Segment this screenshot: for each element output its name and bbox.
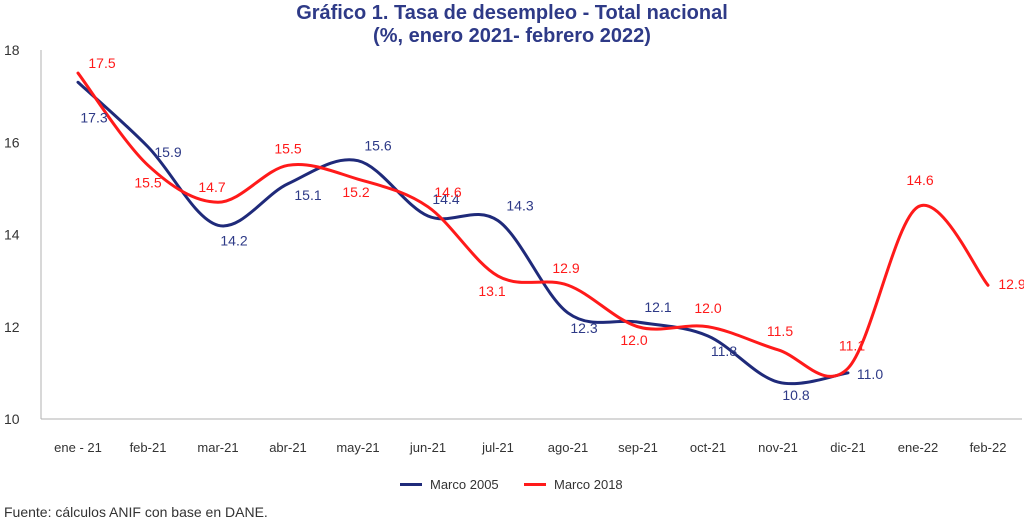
source-note: Fuente: cálculos ANIF con base en DANE. xyxy=(4,504,268,520)
data-label: 13.1 xyxy=(478,283,505,299)
x-tick-label: nov-21 xyxy=(758,440,798,455)
data-label: 15.5 xyxy=(274,140,301,156)
data-label: 17.5 xyxy=(88,55,115,71)
data-label: 11.1 xyxy=(839,337,865,353)
y-tick-labels: 10 12 14 16 18 xyxy=(4,42,20,427)
series-line-marco-2018 xyxy=(76,71,990,378)
data-label: 12.9 xyxy=(998,276,1024,292)
data-label: 10.8 xyxy=(782,387,809,403)
x-tick-label: jul-21 xyxy=(481,440,514,455)
x-tick-label: sep-21 xyxy=(618,440,658,455)
data-label: 11.5 xyxy=(767,323,793,339)
x-tick-label: ene-22 xyxy=(898,440,938,455)
data-label: 12.9 xyxy=(552,260,579,276)
y-tick-label: 16 xyxy=(4,134,20,150)
data-label: 15.9 xyxy=(154,144,181,160)
x-tick-label: feb-21 xyxy=(130,440,167,455)
data-label: 14.4 xyxy=(432,191,459,207)
legend-swatch-marco-2018 xyxy=(524,483,546,486)
data-label: 14.7 xyxy=(198,179,225,195)
x-tick-label: ene - 21 xyxy=(54,440,102,455)
data-label: 15.6 xyxy=(364,138,391,154)
data-label: 15.1 xyxy=(294,187,321,203)
data-label: 14.6 xyxy=(434,184,461,200)
data-label: 14.3 xyxy=(506,198,533,214)
data-label: 12.0 xyxy=(694,300,721,316)
y-tick-label: 10 xyxy=(4,411,20,427)
x-tick-label: feb-22 xyxy=(970,440,1007,455)
x-tick-label: dic-21 xyxy=(830,440,865,455)
data-label: 12.3 xyxy=(570,320,597,336)
y-tick-label: 14 xyxy=(4,227,20,243)
x-tick-label: abr-21 xyxy=(269,440,307,455)
x-tick-label: jun-21 xyxy=(409,440,446,455)
data-label: 17.3 xyxy=(80,109,107,125)
data-label: 12.1 xyxy=(644,299,671,315)
x-tick-labels: ene - 21 feb-21 mar-21 abr-21 may-21 jun-21 ju… xyxy=(54,440,1006,455)
data-label: 15.5 xyxy=(134,174,161,190)
data-label: 11.0 xyxy=(857,366,883,382)
x-tick-label: oct-21 xyxy=(690,440,726,455)
series-group xyxy=(76,71,990,386)
x-tick-label: mar-21 xyxy=(197,440,238,455)
x-tick-label: may-21 xyxy=(336,440,379,455)
y-tick-label: 12 xyxy=(4,319,20,335)
series-line-marco-2005 xyxy=(76,80,850,386)
data-label: 15.2 xyxy=(342,184,369,200)
x-tick-label: ago-21 xyxy=(548,440,588,455)
y-tick-label: 18 xyxy=(4,42,20,58)
legend-label-marco-2018: Marco 2018 xyxy=(554,477,623,492)
chart-subtitle: (%, enero 2021- febrero 2022) xyxy=(373,25,651,47)
legend-item-marco-2018[interactable]: Marco 2018 xyxy=(524,477,623,492)
data-label: 14.6 xyxy=(906,172,933,188)
data-label: 14.2 xyxy=(220,232,247,248)
legend-swatch-marco-2005 xyxy=(400,483,422,486)
data-labels: 17.3 15.9 14.2 15.1 15.6 14.4 14.3 12.3 12.1 11.8… xyxy=(80,55,1024,403)
data-label: 12.0 xyxy=(620,332,647,348)
data-label: 11.8 xyxy=(711,343,737,359)
legend-item-marco-2005[interactable]: Marco 2005 xyxy=(400,477,499,492)
chart-title: Gráfico 1. Tasa de desempleo - Total nac… xyxy=(296,2,728,24)
legend-label-marco-2005: Marco 2005 xyxy=(430,477,499,492)
